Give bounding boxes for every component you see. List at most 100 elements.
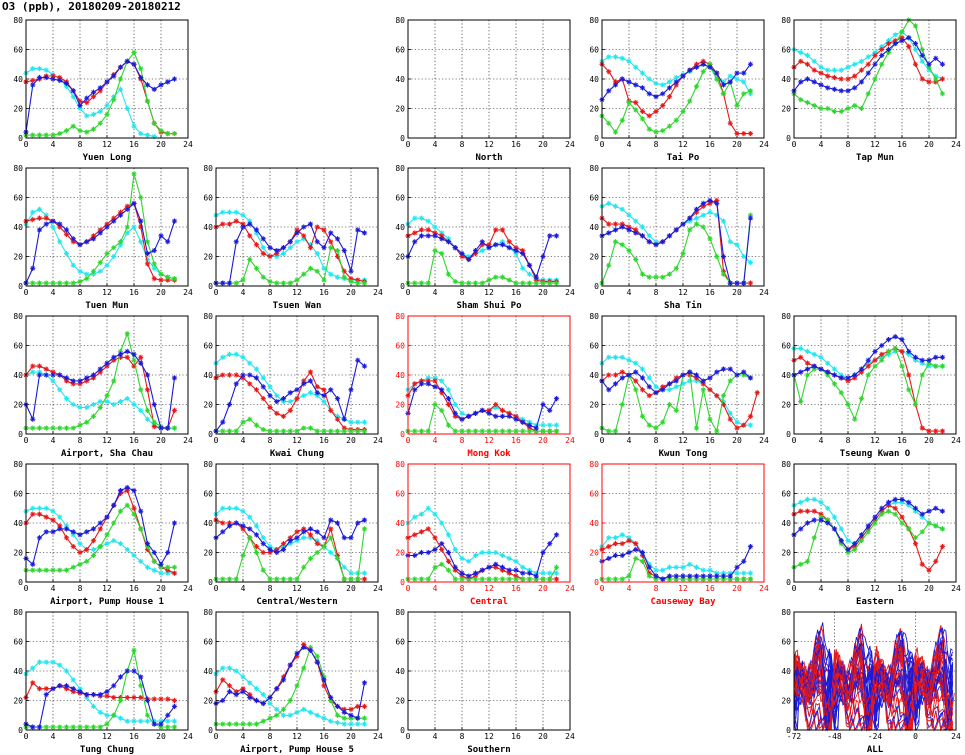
point-stroke (845, 88, 851, 93)
point-stroke (111, 73, 116, 79)
point-stroke (845, 76, 851, 82)
x-tick-label: 0 (214, 288, 219, 297)
point-stroke (308, 221, 313, 227)
data-point-green (899, 29, 905, 35)
point-stroke (172, 276, 177, 281)
data-point-blue (77, 242, 83, 248)
data-point-blue (479, 407, 485, 413)
data-point-blue (70, 88, 76, 94)
station-name: Tap Mun (856, 153, 894, 163)
point-stroke (653, 81, 659, 86)
data-point-blue (57, 372, 63, 378)
point-stroke (832, 87, 837, 92)
data-point-blue (287, 239, 293, 245)
point-stroke (748, 62, 753, 67)
point-stroke (125, 224, 130, 230)
data-point-cyan (741, 253, 747, 260)
data-point-green (240, 277, 246, 283)
data-point-red (831, 74, 838, 81)
point-stroke (234, 239, 239, 244)
data-point-green (425, 280, 431, 286)
point-stroke (640, 116, 645, 121)
x-tick-label: 4 (433, 288, 438, 297)
point-stroke (227, 221, 232, 227)
point-stroke (44, 215, 49, 221)
point-stroke (640, 85, 645, 91)
data-point-green (361, 428, 368, 434)
data-point-red (63, 231, 70, 237)
data-point-green (720, 91, 727, 97)
data-point-red (43, 215, 49, 221)
point-stroke (832, 75, 837, 80)
data-point-blue (646, 91, 652, 97)
data-point-cyan (131, 123, 137, 129)
y-tick-label: 60 (203, 194, 213, 203)
y-tick-label: 40 (13, 371, 23, 380)
data-point-green (158, 128, 164, 134)
y-tick-label: 20 (781, 105, 791, 114)
data-point-green (341, 428, 347, 434)
y-tick-label: 60 (395, 46, 405, 55)
x-tick-label: 12 (292, 288, 302, 297)
data-point-blue (499, 242, 506, 248)
data-point-blue (144, 250, 151, 257)
data-point-green (97, 404, 103, 411)
data-point-red (274, 410, 280, 416)
data-point-green (646, 126, 652, 132)
data-point-green (151, 120, 157, 126)
data-point-blue (158, 425, 164, 431)
data-point-green (307, 425, 314, 431)
data-point-blue (138, 360, 144, 366)
data-point-red (926, 79, 932, 85)
point-stroke (626, 59, 632, 64)
data-point-green (439, 407, 445, 413)
data-point-green (872, 76, 878, 82)
data-point-green (355, 428, 361, 434)
data-point-blue (341, 248, 347, 254)
point-stroke (913, 41, 918, 46)
data-point-green (144, 98, 151, 104)
point-stroke (647, 113, 652, 119)
data-point-red (307, 369, 314, 375)
point-stroke (920, 76, 925, 82)
point-stroke (254, 242, 259, 247)
point-stroke (348, 269, 354, 274)
x-tick-label: 4 (819, 140, 824, 149)
station-name: Tuen Mun (85, 301, 128, 311)
y-tick-label: 40 (781, 75, 791, 84)
data-point-green (84, 276, 90, 282)
y-tick-label: 80 (589, 164, 599, 173)
data-point-red (666, 94, 673, 100)
point-stroke (98, 260, 103, 265)
point-stroke (152, 276, 157, 281)
point-stroke (741, 131, 746, 136)
y-tick-label: 40 (203, 223, 213, 232)
point-stroke (734, 131, 740, 136)
point-stroke (64, 251, 69, 256)
point-stroke (71, 94, 76, 99)
point-stroke (906, 35, 911, 40)
data-point-cyan (90, 111, 97, 117)
point-stroke (886, 47, 891, 52)
point-stroke (798, 79, 803, 85)
data-point-green (865, 91, 871, 97)
point-stroke (64, 81, 69, 86)
data-point-red (30, 217, 36, 223)
data-point-cyan (260, 245, 266, 251)
data-point-green (361, 280, 368, 286)
panel-tsuen-wan: 0 4 8 12 16 20 24 0 20 40 60 80 Tsuen Wan (203, 164, 383, 311)
point-stroke (748, 131, 753, 136)
data-point-red (314, 224, 320, 230)
data-point-green (247, 256, 253, 263)
point-stroke (660, 103, 665, 108)
y-tick-label: 80 (395, 312, 405, 321)
data-point-green (124, 331, 130, 337)
data-point-blue (680, 221, 686, 227)
data-point-red (280, 413, 287, 419)
data-point-cyan (858, 58, 865, 64)
data-point-blue (452, 410, 458, 416)
panel-tuen-mun: 0 4 8 12 16 20 24 0 20 40 60 80 Tuen Mun (13, 164, 193, 311)
point-stroke (866, 70, 871, 76)
x-tick-label: 4 (51, 436, 56, 445)
